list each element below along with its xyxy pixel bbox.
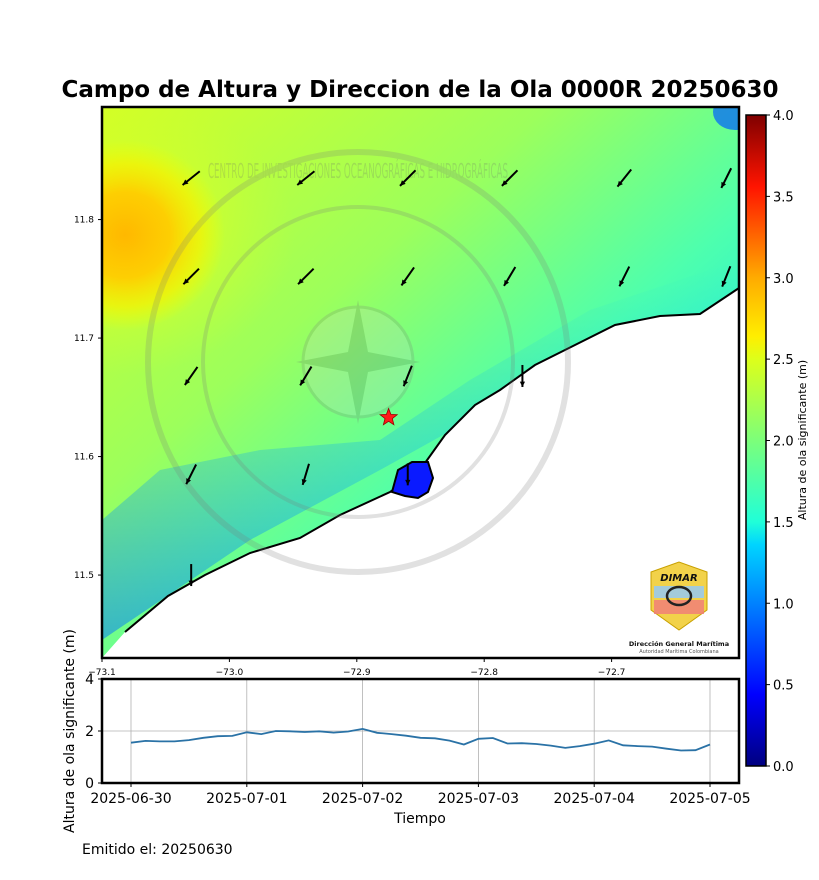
direction-arrow [400, 266, 415, 287]
colorbar-tick-label: 1.0 [773, 597, 794, 612]
logo-org: Dirección General Marítima [629, 640, 729, 648]
direction-arrow [618, 266, 631, 287]
watermark-text: CENTRO DE INVESTIGACIONES OCEANOGRÁFICAS… [208, 159, 508, 183]
lagoon [390, 461, 435, 500]
direction-arrow [181, 170, 201, 186]
ts-x-tick-label: 2025-07-03 [438, 791, 519, 807]
direction-arrow [184, 366, 199, 386]
colorbar-tick-label: 0.0 [773, 760, 794, 775]
direction-arrow [503, 266, 517, 287]
timeseries-ylabel: Altura de ola significante (m) [62, 629, 78, 833]
station-marker-star [379, 407, 399, 426]
ts-x-tick-label: 2025-07-02 [322, 791, 403, 807]
direction-arrow [299, 366, 313, 386]
ts-y-tick-label: 4 [85, 672, 94, 688]
colorbar-label: Altura de ola significante (m) [796, 360, 809, 520]
direction-arrow [405, 463, 411, 486]
issued-date: Emitido el: 20250630 [82, 842, 233, 858]
logo-brand: DIMAR [660, 573, 697, 584]
map-y-tick-label: 11.7 [74, 334, 94, 344]
direction-arrow [297, 267, 315, 285]
colorbar-tick-label: 4.0 [773, 109, 794, 124]
map-axis-ticks: −73.1 −73.0 −72.9 −72.8 −72.7 11.5 11.6 11.7 11.… [74, 216, 625, 678]
direction-arrow [720, 167, 733, 189]
corner-low-zone [713, 107, 739, 130]
colorbar-tick-label: 0.5 [773, 679, 794, 694]
map-y-tick-label: 11.8 [74, 216, 94, 226]
wave-height-map: CENTRO DE INVESTIGACIONES OCEANOGRÁFICAS… [102, 107, 739, 658]
colorbar-tick-label: 3.5 [773, 190, 794, 205]
colorbar-tick-label: 2.5 [773, 353, 794, 368]
map-x-tick-label: −72.8 [470, 668, 498, 678]
map-y-tick-label: 11.5 [74, 571, 94, 581]
timeseries-ticks: 2025-06-30 2025-07-01 2025-07-02 2025-07-03… [85, 672, 751, 807]
direction-arrow [519, 364, 526, 387]
direction-arrow [182, 267, 200, 285]
direction-arrow [721, 265, 732, 288]
colorbar [745, 114, 767, 767]
map-x-tick-label: −73.0 [216, 668, 244, 678]
direction-arrow [399, 169, 417, 187]
ts-y-tick-label: 0 [85, 776, 94, 792]
colorbar-tick-label: 1.5 [773, 516, 794, 531]
map-x-tick-label: −73.1 [88, 668, 116, 678]
map-frame [100, 105, 741, 660]
direction-arrows [181, 167, 733, 587]
map-x-tick-label: −72.7 [598, 668, 626, 678]
colorbar-tick-label: 3.0 [773, 272, 794, 287]
direction-arrow [301, 463, 310, 486]
ts-y-tick-label: 2 [85, 724, 94, 740]
wave-height-series-line [130, 727, 711, 752]
ts-x-tick-label: 2025-07-05 [669, 791, 750, 807]
map-y-tick-label: 11.6 [74, 453, 94, 463]
ts-x-tick-label: 2025-07-01 [206, 791, 287, 807]
watermark-seal: CENTRO DE INVESTIGACIONES OCEANOGRÁFICAS… [145, 149, 571, 575]
chart-title: Campo de Altura y Direccion de la Ola 00… [61, 77, 778, 103]
ts-x-tick-label: 2025-06-30 [90, 791, 171, 807]
direction-arrow [188, 564, 194, 587]
map-x-tick-label: −72.9 [343, 668, 371, 678]
coastline [124, 287, 739, 633]
direction-arrow [185, 464, 197, 485]
direction-arrow [501, 169, 519, 187]
direction-arrow [616, 168, 632, 188]
direction-arrow [296, 170, 316, 186]
direction-arrow [402, 365, 413, 387]
max-wave-zone [102, 140, 225, 330]
timeseries-xlabel: Tiempo [393, 811, 446, 827]
ts-x-tick-label: 2025-07-04 [554, 791, 635, 807]
logo-sub: Autoridad Marítima Colombiana [639, 648, 718, 655]
colorbar-ticks: 0.0 0.5 1.0 1.5 2.0 2.5 3.0 3.5 4.0 [766, 109, 794, 775]
colorbar-tick-label: 2.0 [773, 435, 794, 450]
dimar-logo: DIMAR Dirección General Marítima Autorid… [629, 561, 729, 655]
